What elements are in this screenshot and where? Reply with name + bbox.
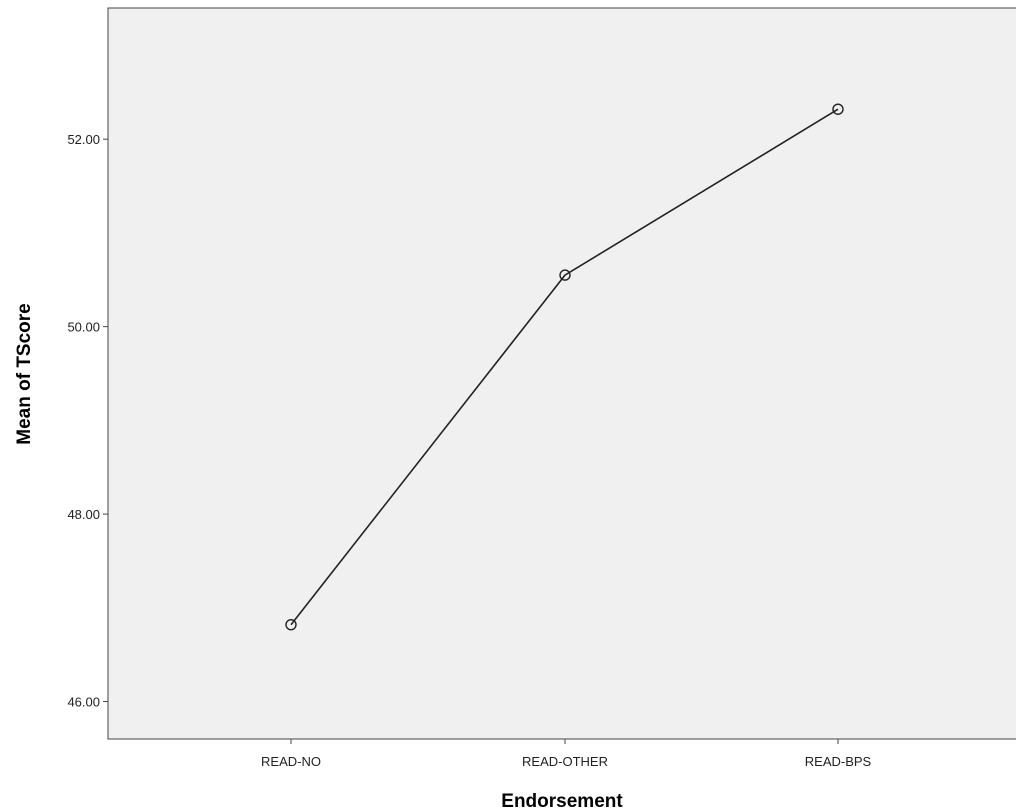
y-tick-label: 52.00 [67, 132, 100, 147]
x-tick-label: READ-OTHER [522, 754, 608, 769]
y-tick-label: 48.00 [67, 507, 100, 522]
plot-area [107, 7, 1016, 740]
data-point [832, 103, 844, 115]
x-tick-label: READ-BPS [805, 754, 872, 769]
data-points [285, 103, 844, 631]
y-tick-label: 46.00 [67, 695, 100, 710]
y-tick-label: 50.00 [67, 320, 100, 335]
x-axis: READ-NO READ-OTHER READ-BPS [261, 739, 872, 769]
x-tick-label: READ-NO [261, 754, 321, 769]
data-point [285, 618, 297, 631]
y-axis-title: Mean of TScore [14, 303, 35, 444]
series-line [290, 108, 839, 626]
x-axis-title: Endorsement [501, 791, 623, 812]
y-axis: 46.00 48.00 50.00 52.00 [67, 132, 108, 710]
data-point [559, 269, 571, 281]
